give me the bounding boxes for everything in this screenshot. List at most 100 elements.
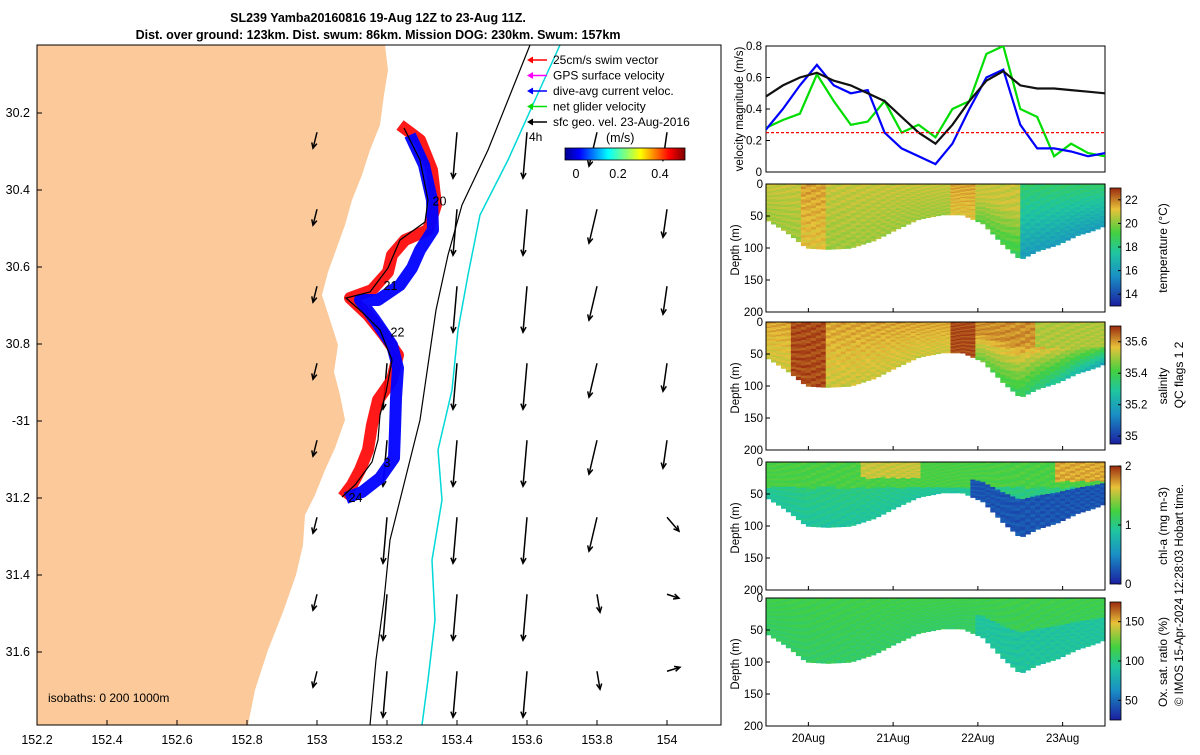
colorbar-tick-label: 35.4 (1125, 368, 1148, 380)
section-cell (801, 521, 807, 524)
section-cell (960, 492, 966, 494)
legend-label: dive-avg current veloc. (553, 84, 674, 98)
section-cell (1075, 511, 1081, 514)
section-cell (1045, 383, 1051, 386)
section-cell (766, 219, 772, 221)
section-cell (951, 213, 957, 215)
section-y-tick-label: 0 (757, 317, 763, 329)
speed-colorbar-tick: 0.4 (651, 167, 668, 181)
section-cell (886, 369, 892, 372)
section-cell (1055, 520, 1061, 523)
day-label: 20 (433, 194, 447, 208)
section-cell (816, 246, 822, 249)
section-cell (921, 495, 927, 497)
section-cell (1075, 233, 1081, 236)
section-cell (916, 496, 922, 498)
section-cell (921, 217, 927, 219)
section-cell (786, 510, 792, 513)
section-cell (921, 355, 927, 357)
section-cell (881, 512, 887, 515)
section-cell (995, 237, 1001, 240)
section-cell (1095, 365, 1101, 368)
title-line-1: SL239 Yamba20160816 19-Aug 12Z to 23-Aug… (230, 11, 526, 25)
section-cell (1035, 386, 1041, 389)
section-cell (1075, 371, 1081, 374)
section-cell (856, 381, 862, 384)
section-cell (985, 505, 991, 508)
section-cell (891, 229, 897, 232)
map-x-tick-label: 152.8 (231, 733, 262, 747)
section-y-tick-label: 200 (744, 445, 763, 457)
section-cell (891, 507, 897, 510)
velocity-panel: 00.20.40.60.8 velocity magnitude (m/s) (734, 41, 1105, 179)
section-cell (821, 246, 827, 249)
section-ylabel: Depth (m) (730, 362, 742, 413)
section-cell (995, 375, 1001, 378)
map-x-tick-label: 153.4 (441, 733, 472, 747)
section-cell (926, 494, 932, 496)
section-cell (836, 524, 842, 527)
section-cell (960, 214, 966, 216)
section-cell (871, 516, 877, 519)
legend-label: GPS surface velocity (553, 69, 664, 83)
section-cell (990, 370, 996, 373)
section-cell (946, 213, 952, 215)
section-cell (1080, 370, 1086, 373)
section-cell (975, 220, 981, 222)
section-cell (821, 384, 827, 387)
section-cell (955, 351, 961, 353)
section-cell (831, 246, 837, 249)
section-cell (846, 384, 852, 387)
colorbar-tick-label: 35.2 (1125, 400, 1147, 412)
section-cell (1000, 380, 1006, 383)
section-cell (965, 216, 971, 218)
section-cell (911, 498, 917, 500)
section-cell (881, 234, 887, 237)
section-cell (1070, 374, 1076, 377)
section-cell (1035, 526, 1041, 529)
section-cell (771, 360, 777, 362)
section-cell (955, 213, 961, 215)
section-cell (1080, 232, 1086, 235)
speed-colorbar (565, 148, 685, 160)
section-cell (796, 377, 802, 380)
section-cell (1030, 251, 1036, 255)
section-cell (766, 497, 772, 499)
section-cell (985, 227, 991, 230)
section-cell (776, 225, 782, 227)
section-cell (1020, 533, 1026, 537)
section-cell (1030, 389, 1036, 393)
section-cell (826, 525, 832, 528)
section-cell (1005, 246, 1011, 249)
legend-label: net glider velocity (553, 100, 646, 114)
section-cell (866, 240, 872, 243)
section-cell (990, 232, 996, 235)
colorbar-tick-label: 35 (1125, 431, 1138, 443)
section-cell (886, 509, 892, 512)
section-cell (1030, 529, 1036, 533)
section-cell (1035, 248, 1041, 251)
section-cell (1040, 247, 1046, 250)
section-cell (836, 246, 842, 249)
section-cell (871, 376, 877, 379)
section-cell (896, 505, 902, 508)
section-cell (841, 246, 847, 249)
map-y-tick-label: 30.4 (6, 183, 30, 197)
section-cell (876, 236, 882, 239)
section-cell (936, 352, 942, 354)
section-cell (1060, 518, 1066, 521)
day-label: 21 (384, 279, 398, 293)
section-cell (995, 515, 1001, 518)
map-x-tick-label: 154 (657, 733, 678, 747)
map-y-tick-label: 31.4 (6, 568, 30, 582)
section-cell (876, 514, 882, 517)
section-cell (851, 245, 857, 248)
speed-colorbar-tick: 0 (573, 167, 580, 181)
section-colorbar (1110, 326, 1121, 444)
map-x-tick-label: 152.2 (21, 733, 52, 747)
section-cell (1040, 385, 1046, 388)
section-cell (806, 523, 812, 526)
section-cell (841, 524, 847, 527)
section-ylabel: Depth (m) (730, 224, 742, 275)
